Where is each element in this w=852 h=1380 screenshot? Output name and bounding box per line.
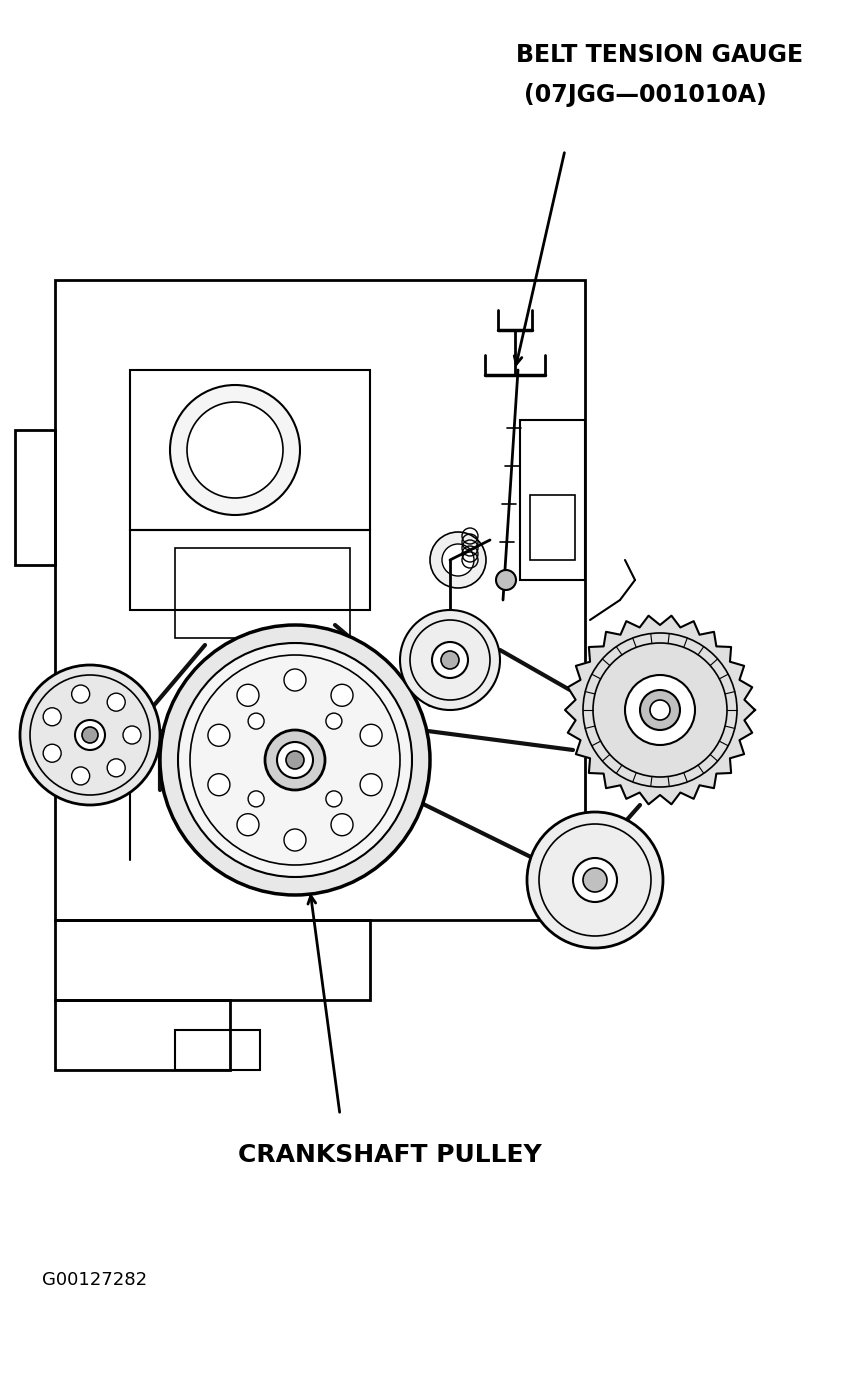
Bar	[529, 495, 574, 560]
Circle shape	[331, 814, 353, 836]
Circle shape	[284, 829, 306, 851]
Circle shape	[431, 642, 468, 678]
Circle shape	[441, 544, 474, 575]
Circle shape	[440, 651, 458, 669]
Circle shape	[527, 811, 662, 948]
Circle shape	[248, 791, 264, 807]
Circle shape	[495, 570, 515, 591]
Circle shape	[649, 700, 669, 720]
Circle shape	[625, 675, 694, 745]
Circle shape	[170, 385, 300, 515]
Circle shape	[72, 767, 89, 785]
Circle shape	[160, 625, 429, 896]
Text: G00127282: G00127282	[42, 1271, 147, 1289]
Circle shape	[43, 744, 61, 762]
Polygon shape	[564, 615, 754, 805]
Circle shape	[325, 713, 342, 729]
Text: BELT TENSION GAUGE: BELT TENSION GAUGE	[515, 43, 803, 68]
Bar	[130, 530, 370, 610]
Circle shape	[187, 402, 283, 498]
Circle shape	[208, 774, 230, 796]
Bar	[55, 280, 584, 920]
Bar	[55, 920, 370, 1000]
Bar	[130, 370, 370, 530]
Circle shape	[178, 643, 412, 878]
Text: (07JGG—001010A): (07JGG—001010A)	[523, 83, 765, 108]
Circle shape	[75, 720, 105, 749]
Circle shape	[237, 814, 259, 836]
Circle shape	[72, 684, 89, 702]
Circle shape	[429, 533, 486, 588]
Circle shape	[107, 693, 125, 711]
Circle shape	[208, 724, 230, 747]
Text: CRANKSHAFT PULLEY: CRANKSHAFT PULLEY	[238, 1143, 541, 1167]
Circle shape	[639, 690, 679, 730]
Circle shape	[237, 684, 259, 707]
Circle shape	[285, 751, 303, 769]
Circle shape	[107, 759, 125, 777]
Bar	[175, 548, 349, 638]
Circle shape	[277, 742, 313, 778]
Circle shape	[82, 727, 98, 742]
Bar	[15, 431, 55, 564]
Circle shape	[123, 726, 141, 744]
Circle shape	[360, 724, 382, 747]
Circle shape	[573, 858, 616, 903]
Circle shape	[20, 665, 160, 805]
Circle shape	[400, 610, 499, 709]
Circle shape	[325, 791, 342, 807]
Circle shape	[284, 669, 306, 691]
Bar	[520, 420, 584, 580]
Circle shape	[43, 708, 61, 726]
Circle shape	[331, 684, 353, 707]
Circle shape	[248, 713, 264, 729]
Circle shape	[360, 774, 382, 796]
Bar	[55, 1000, 230, 1070]
Bar	[175, 1029, 260, 1070]
Circle shape	[265, 730, 325, 789]
Circle shape	[582, 868, 607, 891]
